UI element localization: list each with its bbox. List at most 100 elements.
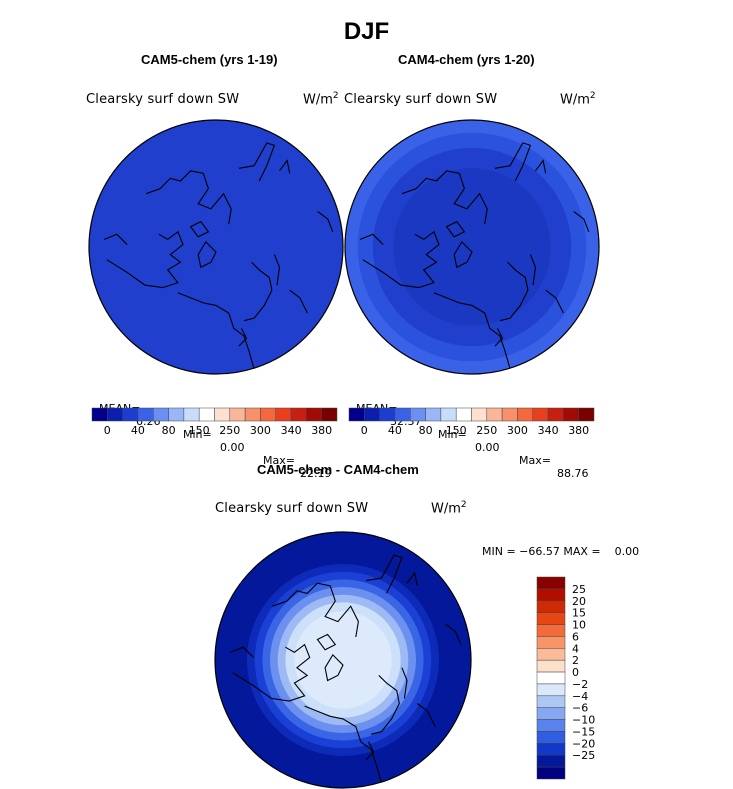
map1-contour-band (89, 120, 343, 374)
coastline (529, 254, 537, 286)
colorbar3-swatch (536, 731, 566, 744)
coastline (230, 646, 254, 658)
coastline (545, 289, 564, 314)
coastline (316, 633, 337, 651)
coastline (365, 741, 375, 761)
panel3-subtitle: CAM5-chem - CAM4-chem (257, 462, 419, 477)
colorbar3-swatch (536, 719, 566, 732)
colorbar2-swatch (501, 407, 518, 422)
colorbar3-swatch (536, 743, 566, 756)
colorbar3-swatch (536, 683, 566, 697)
colorbar2-swatch (379, 407, 396, 422)
coastline (406, 571, 418, 586)
colorbar2-tick-label: 340 (538, 424, 559, 437)
colorbar1-swatch (290, 407, 307, 422)
colorbar3-tick-label: 20 (572, 595, 586, 608)
coastline (401, 170, 488, 225)
coastline (494, 328, 504, 347)
colorbar3-swatch (536, 600, 566, 613)
colorbar3-tick-label: 10 (572, 619, 586, 632)
colorbar2-tick-label: 250 (476, 424, 497, 437)
colorbar2-swatch (547, 407, 564, 422)
coastline (289, 289, 308, 314)
colorbar2-tick-label: 0 (361, 424, 368, 437)
colorbar2-swatch (440, 407, 457, 422)
colorbar2-swatch (394, 407, 411, 422)
colorbar1-swatch (244, 407, 261, 422)
colorbar3-swatch (536, 766, 566, 780)
colorbar1-swatch (275, 407, 292, 422)
colorbar3-tick-label: −25 (572, 749, 595, 762)
coastline (445, 623, 462, 645)
colorbar1-swatch (107, 407, 123, 422)
panel2-units: W/m2 (560, 91, 596, 108)
coastline (365, 554, 403, 594)
coastline (317, 210, 334, 233)
colorbar1-tick-label: 380 (311, 424, 332, 437)
colorbar1-swatch (214, 407, 231, 422)
colorbar2-swatch (578, 407, 595, 422)
coastline (453, 241, 473, 269)
colorbar2-swatch (471, 407, 488, 422)
colorbar1-tick-label: 40 (131, 424, 145, 437)
colorbar2-swatch (455, 407, 472, 422)
colorbar1-swatch (91, 407, 108, 422)
colorbar3-swatch (536, 576, 566, 590)
colorbar1-swatch (183, 407, 200, 422)
colorbar1-swatch (229, 407, 246, 422)
coastline (279, 159, 291, 174)
colorbar1-swatch (153, 407, 169, 422)
coastline (272, 582, 359, 638)
map3-coastlines (230, 554, 462, 784)
map2-contour-band (393, 168, 551, 326)
coastline (499, 261, 529, 322)
panel1-variable: Clearsky surf down SW (86, 92, 240, 107)
colorbar2-tick-label: 150 (446, 424, 467, 437)
colorbar3-tick-label: −4 (572, 690, 588, 703)
coastline (103, 233, 128, 245)
coastline (304, 705, 382, 784)
colorbar2-swatch (517, 407, 534, 422)
colorbar2-swatch (486, 407, 503, 422)
coastline (445, 220, 466, 238)
coastline (238, 142, 276, 182)
colorbar2-swatch (532, 407, 549, 422)
colorbar3-swatch (536, 695, 566, 708)
colorbar2-tick-label: 300 (507, 424, 528, 437)
colorbar3-swatch (536, 671, 566, 685)
map1-border (88, 119, 344, 375)
colorbar3-tick-label: 0 (572, 666, 579, 679)
colorbar3-tick-label: −15 (572, 726, 595, 739)
coastline (573, 210, 590, 233)
colorbar1-swatch (168, 407, 185, 422)
colorbar1-swatch (306, 407, 322, 422)
colorbar2-tick-label: 80 (419, 424, 433, 437)
colorbar3-tick-label: −10 (572, 714, 595, 727)
colorbar3-tick-label: 4 (572, 642, 579, 655)
colorbar1-tick-label: 340 (281, 424, 302, 437)
colorbar2-tick-label: 40 (388, 424, 402, 437)
colorbar3-swatch (536, 754, 566, 768)
colorbar2-swatch (364, 407, 380, 422)
coastline (362, 230, 440, 289)
colorbar1-tick-label: 150 (189, 424, 210, 437)
coastline (106, 230, 184, 289)
panel3-units: W/m2 (431, 500, 467, 517)
panel1-units: W/m2 (303, 91, 339, 108)
coastline (433, 292, 511, 370)
colorbar1-tick-label: 0 (104, 424, 111, 437)
colorbar2-swatch (348, 407, 365, 422)
coastline (416, 703, 436, 727)
colorbar3-tick-label: 25 (572, 583, 586, 596)
figure-title: DJF (343, 18, 390, 45)
panel2-variable: Clearsky surf down SW (344, 92, 498, 107)
colorbar1-swatch (122, 407, 139, 422)
colorbar3-tick-label: −6 (572, 702, 588, 715)
colorbar3-tick-label: 15 (572, 607, 586, 620)
panel2-subtitle: CAM4-chem (yrs 1-20) (398, 52, 535, 67)
colorbar1-tick-label: 80 (162, 424, 176, 437)
colorbar3-swatch (536, 588, 566, 602)
colorbar2-swatch (563, 407, 579, 422)
coastline (535, 159, 547, 174)
